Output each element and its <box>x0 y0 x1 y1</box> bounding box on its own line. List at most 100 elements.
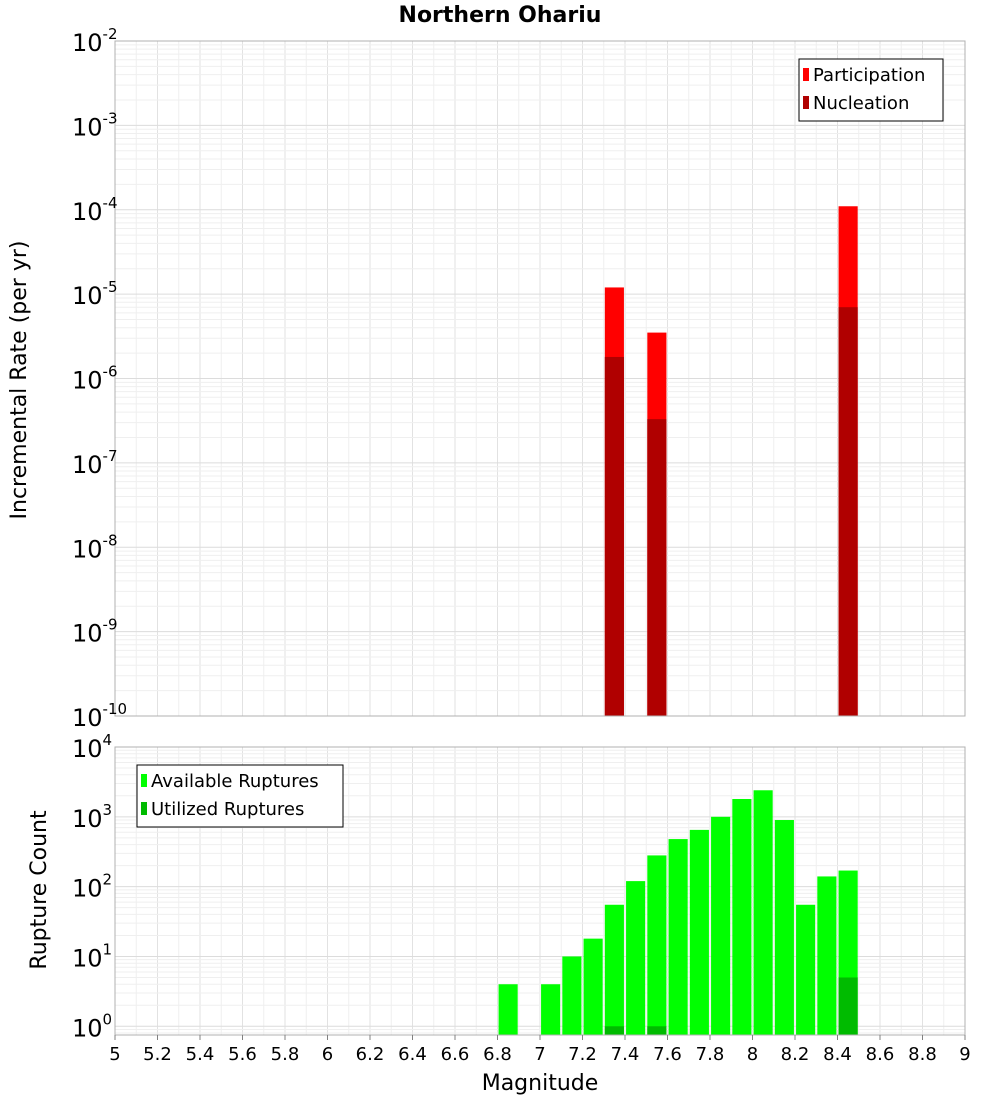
y-tick-exponent: -3 <box>103 109 118 127</box>
x-tick-label: 8.8 <box>908 1044 937 1065</box>
legend: Participation Nucleation <box>798 58 944 122</box>
bar-available-ruptures <box>817 876 837 1035</box>
x-tick-label: 7.2 <box>568 1044 597 1065</box>
legend-swatch <box>803 96 809 109</box>
bar-available-ruptures <box>498 984 518 1035</box>
x-tick-label: 6.4 <box>398 1044 427 1065</box>
x-tick-label: 8.2 <box>781 1044 810 1065</box>
y-tick-exponent: 0 <box>103 1010 113 1028</box>
top-plot-area: 10-1010-910-810-710-610-510-410-310-2Par… <box>72 25 966 732</box>
legend-swatch <box>141 802 147 815</box>
legend-label: Utilized Ruptures <box>151 799 304 820</box>
y-tick-exponent: -2 <box>103 25 118 43</box>
bar-available-ruptures <box>689 829 709 1035</box>
y-tick-label: 101 <box>72 940 112 972</box>
bar-utilized-ruptures <box>838 977 858 1035</box>
y-tick-base: 10 <box>72 367 103 395</box>
y-tick-label: 104 <box>72 731 112 763</box>
chart-title: Northern Ohariu <box>399 3 602 28</box>
y-tick-exponent: 2 <box>103 871 113 889</box>
y-tick-label: 10-10 <box>72 700 127 732</box>
x-tick-label: 6.8 <box>483 1044 512 1065</box>
bar-utilized-ruptures <box>647 1026 667 1035</box>
y-tick-base: 10 <box>72 944 103 972</box>
legend-box <box>136 764 344 828</box>
y-tick-exponent: -4 <box>103 194 118 212</box>
x-tick-label: 6 <box>322 1044 333 1065</box>
bar-available-ruptures <box>668 839 688 1035</box>
bar-available-ruptures <box>562 956 582 1035</box>
legend: Available Ruptures Utilized Ruptures <box>136 764 344 828</box>
x-tick-label: 7.4 <box>611 1044 640 1065</box>
bar-available-ruptures <box>753 790 773 1035</box>
y-tick-exponent: 3 <box>103 801 113 819</box>
y-tick-base: 10 <box>72 735 103 763</box>
x-tick-label: 6.2 <box>356 1044 385 1065</box>
bar-available-ruptures <box>732 798 752 1035</box>
x-tick-label: 5.2 <box>143 1044 172 1065</box>
y-tick-base: 10 <box>72 282 103 310</box>
legend-box <box>798 58 944 122</box>
x-tick-label: 6.6 <box>441 1044 470 1065</box>
plot-frame <box>114 40 966 717</box>
legend-label: Nucleation <box>813 93 909 114</box>
x-tick-label: 8.4 <box>823 1044 852 1065</box>
y-tick-label: 10-7 <box>72 447 118 479</box>
y-tick-exponent: 4 <box>103 731 113 749</box>
legend-swatch <box>803 68 809 81</box>
legend-label: Participation <box>813 65 925 86</box>
x-tick-label: 7.6 <box>653 1044 682 1065</box>
x-tick-label: 5.4 <box>186 1044 215 1065</box>
legend-label: Available Ruptures <box>151 771 319 792</box>
x-tick-label: 8.6 <box>866 1044 895 1065</box>
y-tick-label: 10-8 <box>72 531 118 563</box>
y-tick-label: 103 <box>72 801 112 833</box>
y-tick-base: 10 <box>72 805 103 833</box>
x-tick-label: 5.6 <box>228 1044 257 1065</box>
x-tick-label: 7 <box>534 1044 545 1065</box>
y-tick-label: 10-6 <box>72 363 118 395</box>
y-tick-base: 10 <box>72 875 103 903</box>
x-tick-label: 5 <box>109 1044 120 1065</box>
top-y-axis-label: Incremental Rate (per yr) <box>7 241 32 520</box>
bar-available-ruptures <box>711 816 731 1035</box>
x-tick-label: 9 <box>959 1044 970 1065</box>
y-tick-exponent: -7 <box>103 447 118 465</box>
y-tick-base: 10 <box>72 113 103 141</box>
bottom-y-axis-label: Rupture Count <box>27 810 52 970</box>
y-tick-base: 10 <box>72 1014 103 1042</box>
y-tick-base: 10 <box>72 704 103 732</box>
legend-swatch <box>141 774 147 787</box>
bar-available-ruptures <box>647 855 667 1035</box>
bar-utilized-ruptures <box>604 1026 624 1035</box>
x-tick-label: 8 <box>747 1044 758 1065</box>
bar-available-ruptures <box>604 904 624 1035</box>
y-tick-base: 10 <box>72 451 103 479</box>
y-tick-exponent: -8 <box>103 531 118 549</box>
y-tick-label: 100 <box>72 1010 112 1042</box>
y-tick-exponent: -5 <box>103 278 118 296</box>
bar-available-ruptures <box>796 904 816 1035</box>
y-tick-label: 10-4 <box>72 194 118 226</box>
y-tick-base: 10 <box>72 620 103 648</box>
y-tick-label: 10-2 <box>72 25 118 57</box>
y-tick-label: 10-3 <box>72 109 118 141</box>
y-tick-label: 10-9 <box>72 616 118 648</box>
x-axis-label: Magnitude <box>482 1071 599 1096</box>
y-tick-exponent: -10 <box>103 700 128 718</box>
y-tick-label: 10-5 <box>72 278 118 310</box>
bar-nucleation <box>838 307 858 716</box>
bar-nucleation <box>604 356 624 716</box>
y-tick-base: 10 <box>72 29 103 57</box>
y-tick-label: 102 <box>72 871 112 903</box>
y-tick-base: 10 <box>72 535 103 563</box>
x-tick-label: 7.8 <box>696 1044 725 1065</box>
y-tick-exponent: -6 <box>103 363 118 381</box>
x-tick-label: 5.8 <box>271 1044 300 1065</box>
y-tick-exponent: -9 <box>103 616 118 634</box>
bar-available-ruptures <box>626 881 646 1035</box>
bar-available-ruptures <box>774 820 794 1035</box>
y-tick-exponent: 1 <box>103 940 113 958</box>
